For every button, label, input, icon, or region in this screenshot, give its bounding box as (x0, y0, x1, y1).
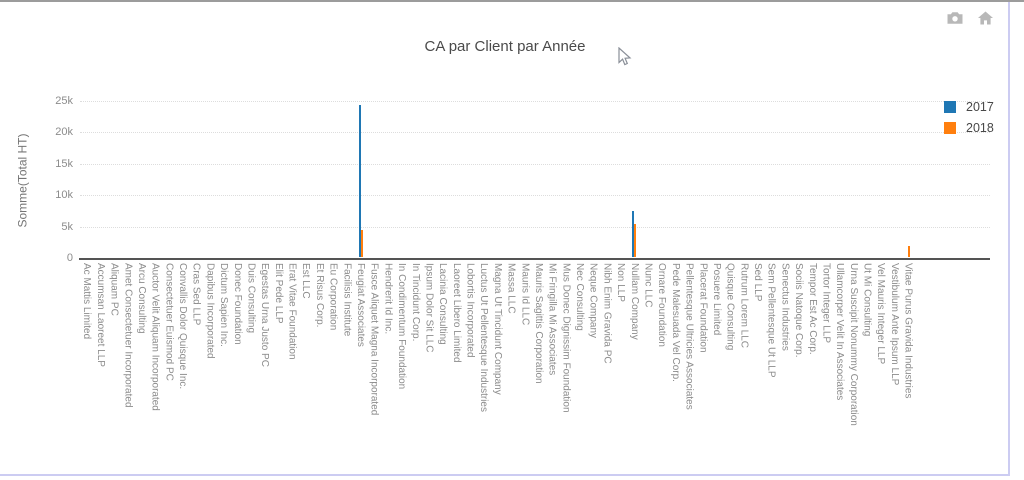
x-tick-label: Laoreet Libero Limited (450, 263, 462, 363)
x-tick-label: Et Risus Corp. (313, 263, 325, 328)
x-tick-label: Dictum Sapien Inc. (218, 263, 230, 347)
y-tick-label: 15k (55, 157, 73, 170)
y-gridline (80, 226, 990, 228)
x-tick-label: Egestas Urna Justo PC (259, 263, 271, 367)
legend-item-2018[interactable]: 2018 (944, 121, 994, 135)
x-tick-label: Feugiat Associates (355, 263, 366, 347)
y-tick-label: 20k (55, 126, 73, 139)
legend-swatch-2018 (944, 122, 956, 134)
x-tick-label: Accumsan Laoreet LLP (94, 263, 106, 367)
x-tick-label: Amet Consectetuer Incorporated (122, 263, 134, 408)
legend-label-2018: 2018 (966, 121, 994, 135)
x-tick-label: Arcu Consulting (135, 263, 147, 334)
x-tick-label: Ac Mattis Limited (81, 263, 93, 340)
x-tick-label: Nibh Enim Gravida PC (601, 263, 613, 364)
x-tick-label: Massa LLC (505, 263, 517, 314)
x-tick-label: Mi Fringilla Mi Associates (546, 263, 558, 376)
bar-2018[interactable] (908, 245, 911, 258)
x-tick-label: Non LLP (615, 263, 627, 302)
x-tick-label: In Condimentum Foundation (396, 263, 408, 390)
x-tick-label: Vel Mauris Integer LLP (875, 263, 887, 365)
x-tick-label: Mus Donec Dignissim Foundation (560, 263, 572, 413)
x-tick-label: Est LLC (300, 263, 312, 299)
mouse-cursor-icon (618, 46, 633, 73)
x-tick-label: In Tincidunt Corp. (409, 263, 421, 342)
x-tick-label: Erat Vitae Foundation (286, 263, 298, 360)
x-tick-label: Hendrerit Id Inc. (382, 263, 394, 335)
x-tick-label: Urna Suscipit Nonummy Corporation (847, 263, 859, 426)
y-tick-label: 25k (55, 94, 73, 107)
x-tick-label: Senectus Industries (779, 263, 791, 351)
y-tick-label: 10k (55, 189, 73, 202)
widget-right-border (1008, 2, 1010, 474)
legend-label-2017: 2017 (966, 100, 994, 114)
x-tick-label: Aliquam PC (108, 263, 120, 316)
x-tick-label: Dapibus Incorporated (204, 263, 216, 359)
y-tick-label: 5k (61, 220, 73, 233)
x-tick-label: Facilisis Institute (341, 263, 353, 337)
x-tick-label: Sociis Natoque Corp. (793, 263, 805, 358)
x-tick-label: Tortor Integer LLP (820, 263, 832, 344)
bar-2017[interactable] (358, 104, 361, 258)
x-tick-label: Lobortis Incorporated (464, 263, 476, 358)
x-tick-label: Fusce Aliquet Magna Incorporated (368, 263, 380, 416)
camera-icon[interactable] (946, 10, 964, 26)
x-tick-label: Pellentesque Ultricies Associates (683, 263, 695, 410)
x-tick-label: Donec Foundation (231, 263, 243, 345)
y-tick-label: 0 (66, 252, 73, 264)
bar-2018[interactable] (634, 223, 637, 258)
x-tick-label: Consectetuer Euismod PC (163, 263, 175, 381)
x-tick-label: Eu Corporation (327, 263, 339, 331)
legend-item-2017[interactable]: 2017 (944, 100, 994, 114)
x-tick-label: Cras Sed LLP (190, 263, 202, 326)
chart-title: CA par Client par Année (424, 38, 586, 55)
bar-2017[interactable] (632, 210, 635, 258)
y-gridline (80, 163, 990, 165)
x-tick-label: Elit Pede LLP (272, 263, 284, 324)
y-gridline (80, 132, 990, 134)
x-tick-label: Neque Company (587, 263, 599, 339)
x-tick-label: Nec Consulting (574, 263, 586, 331)
x-tick-label: Ullamcorper Velit In Associates (834, 263, 846, 401)
y-gridline (80, 100, 990, 102)
x-tick-label: Duis Consulting (245, 263, 257, 334)
x-tick-label: Nunc LLC (642, 263, 654, 308)
legend: 2017 2018 (944, 100, 994, 142)
x-tick-label: Luctus Ut Pellentesque Industries (478, 263, 490, 412)
x-tick-label: Quisque Consulting (724, 263, 736, 351)
legend-swatch-2017 (944, 101, 956, 113)
y-gridline (80, 195, 990, 197)
x-tick-label: Sed LLP (752, 263, 763, 302)
x-tick-label: Ornare Foundation (656, 263, 668, 347)
x-tick-label: Mauris Id LLC (519, 263, 531, 326)
widget-top-border (0, 0, 1024, 2)
x-tick-label: Convallis Dolor Quisque Inc. (177, 263, 189, 390)
x-tick-label: Vitae Purus Gravida Industries (902, 263, 914, 399)
home-icon[interactable] (977, 10, 995, 26)
x-tick-label: Pede Malesuada Vel Corp. (669, 263, 681, 382)
plot-modebar (946, 10, 995, 26)
x-tick-label: Ut Mi Consulting (861, 263, 873, 337)
x-tick-label: Placerat Foundation (697, 263, 709, 353)
x-tick-label: Sem Pellentesque Ut LLP (765, 263, 777, 378)
x-axis-line (79, 257, 990, 260)
x-tick-label: Nullam Company (628, 263, 640, 340)
x-tick-label: Vestibulum Ante Ipsum LLP (888, 263, 900, 386)
x-tick-label: Posuere Limited (710, 263, 722, 336)
x-tick-label: Rutrum Lorem LLC (738, 263, 750, 349)
x-tick-label: Mauris Sagittis Corporation (532, 263, 544, 384)
x-tick-label: Auctor Velit Aliquam Incorporated (149, 263, 161, 411)
bar-2018[interactable] (360, 230, 363, 258)
x-tick-label: Magna Ut Tincidunt Company (491, 263, 503, 395)
x-tick-label: Lacinia Consulting (437, 263, 449, 345)
widget-bottom-border (0, 474, 1010, 476)
x-tick-label: Tempor Est Ac Corp. (806, 263, 818, 355)
x-tick-label: Ipsum Dolor Sit LLC (423, 263, 435, 353)
